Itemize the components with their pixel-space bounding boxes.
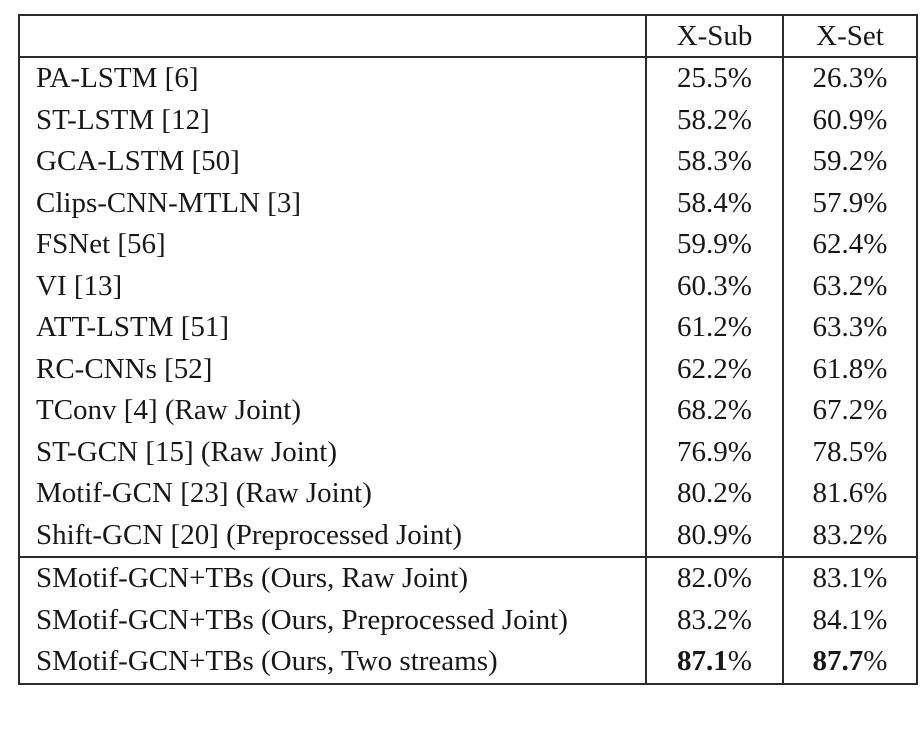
xset-value-cell: 26.3% [782, 57, 917, 100]
xset-value-cell: 67.2% [782, 390, 917, 432]
table-row: Shift-GCN [20] (Preprocessed Joint) 80.9%… [19, 514, 917, 557]
xsub-value-cell: 82.0% [645, 556, 783, 600]
table-row: Clips-CNN-MTLN [3] 58.4% 57.9% [19, 182, 917, 224]
xsub-value-cell: 68.2% [645, 390, 783, 432]
method-cell: Clips-CNN-MTLN [3] [36, 186, 302, 219]
method-cell: PA-LSTM [6] [36, 62, 199, 95]
xset-value-cell: 62.4% [782, 224, 917, 266]
method-cell: GCA-LSTM [50] [36, 145, 240, 178]
method-cell: RC-CNNs [52] [36, 352, 213, 385]
xset-value-cell: 84.1% [782, 599, 917, 641]
table-row: SMotif-GCN+TBs (Ours, Raw Joint) 82.0% 83.… [19, 556, 917, 600]
method-cell: ST-LSTM [12] [36, 103, 210, 136]
table-row: VI [13] 60.3% 63.2% [19, 265, 917, 307]
table-row: FSNet [56] 59.9% 62.4% [19, 224, 917, 266]
xsub-value-cell: 80.9% [645, 514, 783, 557]
column-header-xset: X-Set [782, 15, 917, 58]
header-row: X-Sub X-Set [19, 15, 917, 58]
column-header-xsub: X-Sub [645, 15, 783, 58]
xsub-value-cell: 87.1% [645, 641, 783, 684]
xset-value-cell: 57.9% [782, 182, 917, 224]
xset-value-cell: 83.1% [782, 556, 917, 600]
table-row: Motif-GCN [23] (Raw Joint) 80.2% 81.6% [19, 473, 917, 515]
results-table: X-Sub X-Set PA-LSTM [6] 25.5% 26.3% ST-LSTM… [18, 14, 918, 685]
xsub-value-cell: 83.2% [645, 599, 783, 641]
xset-value-cell: 81.6% [782, 473, 917, 515]
table-row: GCA-LSTM [50] 58.3% 59.2% [19, 141, 917, 183]
table-row: ST-LSTM [12] 58.2% 60.9% [19, 99, 917, 141]
xsub-value-cell: 61.2% [645, 307, 783, 349]
table-row: ST-GCN [15] (Raw Joint) 76.9% 78.5% [19, 431, 917, 473]
xset-value-cell: 60.9% [782, 99, 917, 141]
method-cell: SMotif-GCN+TBs (Ours, Raw Joint) [19, 556, 646, 600]
method-cell: VI [13] [36, 269, 123, 302]
table-row: RC-CNNs [52] 62.2% 61.8% [19, 348, 917, 390]
xset-value-cell: 83.2% [782, 514, 917, 557]
xsub-value-cell: 58.3% [645, 141, 783, 183]
method-cell: ATT-LSTM [51] [36, 311, 230, 344]
table-row: TConv [4] (Raw Joint) 68.2% 67.2% [19, 390, 917, 432]
xset-value-cell: 59.2% [782, 141, 917, 183]
method-cell: TConv [4] (Raw Joint) [36, 394, 301, 427]
method-cell: ST-GCN [15] (Raw Joint) [36, 435, 338, 468]
method-cell: SMotif-GCN+TBs (Ours, Preprocessed Joint… [36, 603, 568, 636]
table-row: PA-LSTM [6] 25.5% 26.3% [19, 57, 917, 100]
xsub-value-cell: 80.2% [645, 473, 783, 515]
xsub-value-cell: 76.9% [645, 431, 783, 473]
method-cell: Shift-GCN [20] (Preprocessed Joint) [36, 518, 463, 551]
method-cell: SMotif-GCN+TBs (Ours, Two streams) [36, 645, 498, 678]
method-column-header [19, 15, 646, 58]
method-cell: Motif-GCN [23] (Raw Joint) [36, 477, 372, 510]
xset-value-cell: 63.2% [782, 265, 917, 307]
xsub-value-cell: 25.5% [645, 57, 783, 100]
xset-value-cell: 78.5% [782, 431, 917, 473]
xsub-value-cell: 62.2% [645, 348, 783, 390]
table-row: SMotif-GCN+TBs (Ours, Two streams) 87.1% 8… [19, 641, 917, 684]
table-row: SMotif-GCN+TBs (Ours, Preprocessed Joint… [19, 599, 917, 641]
method-cell: FSNet [56] [36, 228, 166, 261]
xset-value-cell: 63.3% [782, 307, 917, 349]
xset-value-cell: 61.8% [782, 348, 917, 390]
xset-value-cell: 87.7% [782, 641, 917, 684]
xsub-value-cell: 58.4% [645, 182, 783, 224]
table-row: ATT-LSTM [51] 61.2% 63.3% [19, 307, 917, 349]
xsub-value-cell: 60.3% [645, 265, 783, 307]
xsub-value-cell: 58.2% [645, 99, 783, 141]
xsub-value-cell: 59.9% [645, 224, 783, 266]
